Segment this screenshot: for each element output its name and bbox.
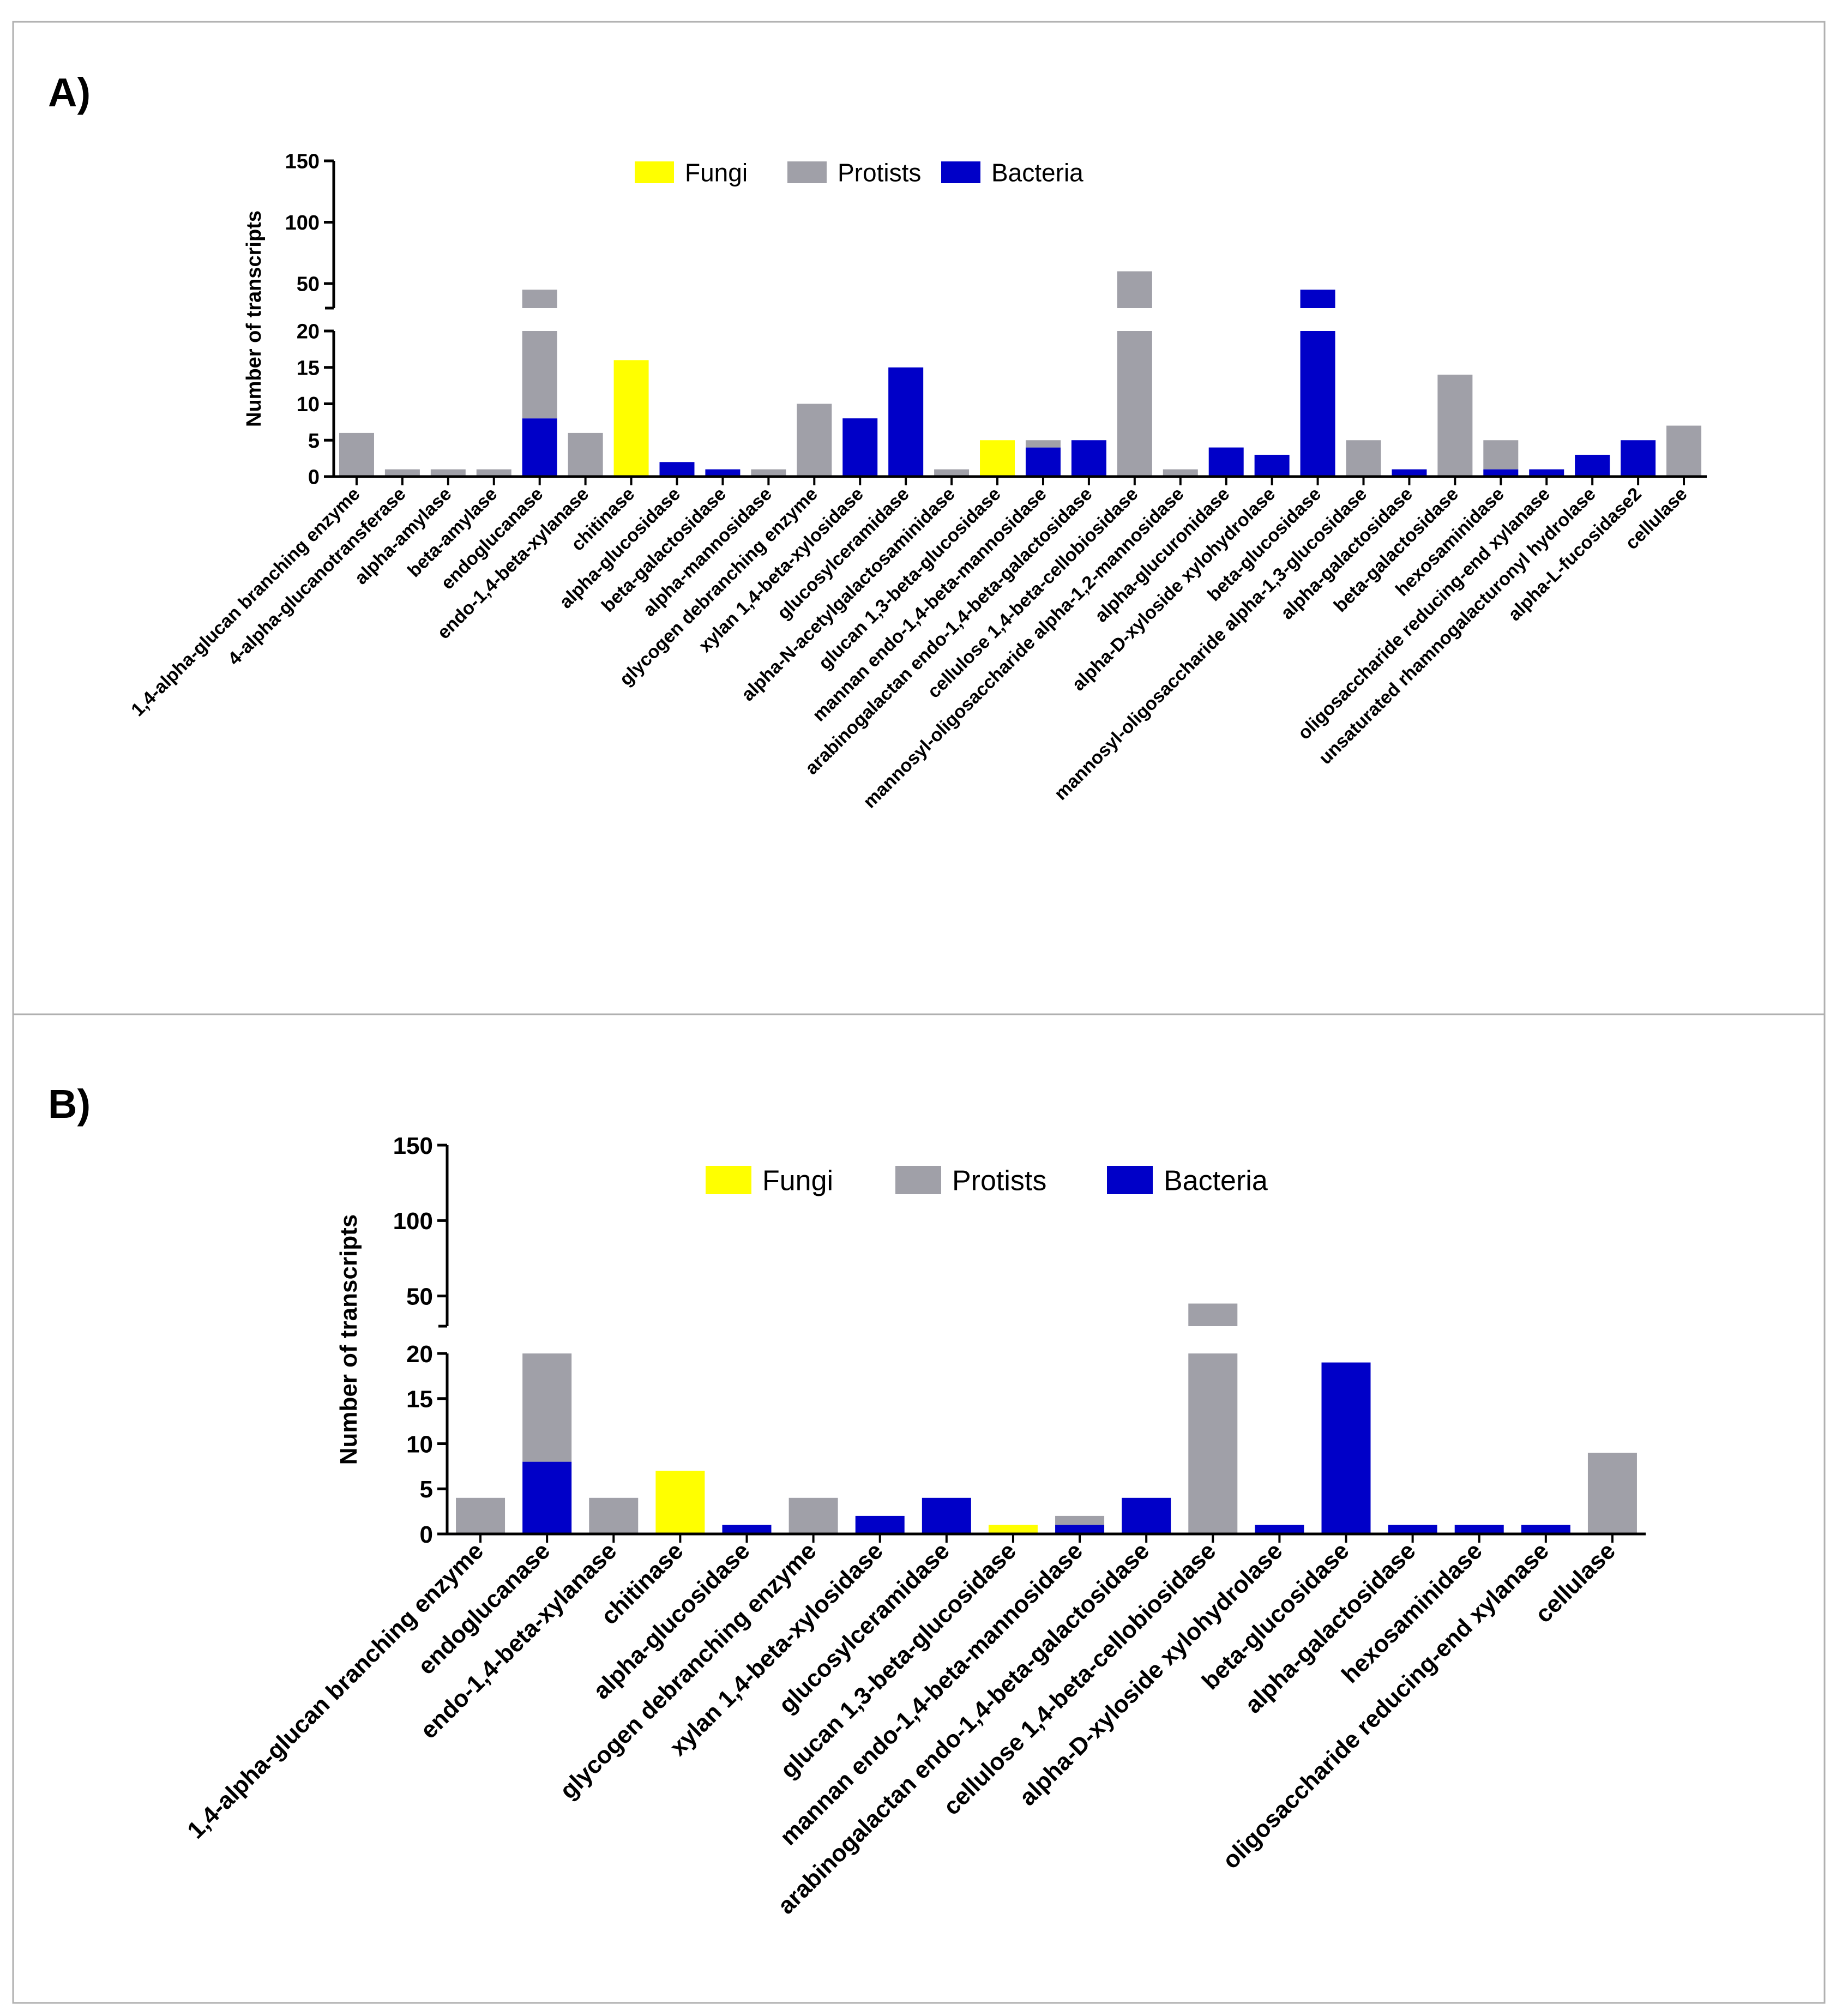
bar-segment-protists (1437, 375, 1473, 477)
bar-segment-bacteria (1055, 1525, 1105, 1534)
bar-segment-bacteria (1454, 1525, 1504, 1534)
panel-label: B) (48, 1081, 91, 1127)
bar-segment-protists (1666, 425, 1702, 477)
bar-segment-protists (476, 469, 511, 477)
legend-swatch-bacteria (941, 161, 980, 183)
legend-label-fungi: Fungi (685, 159, 748, 187)
bar-segment-bacteria (1483, 469, 1519, 477)
legend-swatch-fungi (706, 1166, 751, 1194)
bar-segment-protists (384, 469, 420, 477)
bar-segment-protists (1483, 440, 1519, 470)
bar-segment-protists (1025, 440, 1061, 448)
bar-segment-bacteria (1575, 454, 1610, 477)
bar-segment-bacteria (1388, 1525, 1437, 1534)
y-tick-label: 0 (420, 1521, 433, 1548)
legend-swatch-protists (787, 161, 827, 183)
y-tick-label: 20 (406, 1341, 433, 1368)
bar-segment-protists (1055, 1515, 1105, 1525)
bar-segment-bacteria (1521, 1525, 1570, 1534)
bar-segment-bacteria (659, 462, 695, 477)
bar-segment-fungi (988, 1525, 1038, 1534)
legend-label-bacteria: Bacteria (1164, 1165, 1268, 1197)
panel-b-frame (12, 1013, 1826, 2004)
bar-segment-bacteria (888, 367, 924, 477)
bar-segment-bacteria (1254, 454, 1290, 477)
legend-label-bacteria: Bacteria (991, 159, 1083, 187)
bar-segment-bacteria (722, 1525, 772, 1534)
legend-swatch-protists (895, 1166, 941, 1194)
legend-label-protists: Protists (952, 1165, 1046, 1197)
bar-segment-protists (1188, 1353, 1238, 1534)
y-tick-label: 5 (420, 1476, 433, 1503)
bar-segment-bacteria (1621, 440, 1656, 477)
y-tick-label: 150 (285, 151, 320, 173)
bar-segment-protists-upper (522, 290, 557, 308)
bar-segment-bacteria (1255, 1525, 1304, 1534)
panel-a-frame (12, 21, 1826, 1015)
bar-segment-protists (934, 469, 970, 477)
bar-segment-bacteria (1025, 447, 1061, 477)
bar-segment-bacteria (522, 1461, 572, 1534)
legend-swatch-fungi (635, 161, 674, 183)
bar-segment-bacteria (1392, 469, 1427, 477)
bar-segment-protists (797, 404, 832, 477)
bar-segment-bacteria (1208, 447, 1244, 477)
bar-segment-protists (522, 331, 557, 419)
y-tick-label: 15 (297, 357, 320, 380)
y-tick-label: 10 (297, 393, 320, 416)
y-tick-label: 50 (406, 1284, 433, 1310)
bar-segment-protists-upper (1188, 1303, 1238, 1326)
bar-segment-fungi (980, 440, 1015, 477)
bar-segment-protists (1163, 469, 1198, 477)
y-tick-label: 0 (308, 466, 320, 489)
bar-segment-protists (1117, 331, 1152, 477)
y-tick-label: 50 (297, 273, 320, 296)
legend-label-protists: Protists (838, 159, 921, 187)
bar-segment-bacteria (1529, 469, 1564, 477)
bar-segment-protists (1346, 440, 1381, 477)
y-tick-label: 150 (393, 1133, 433, 1159)
bar-segment-bacteria (842, 418, 878, 477)
bar-segment-protists (456, 1497, 505, 1534)
y-tick-label: 100 (393, 1208, 433, 1235)
bar-segment-bacteria-upper (1300, 290, 1335, 308)
bar-segment-bacteria (522, 418, 557, 477)
y-tick-label: 15 (406, 1386, 433, 1413)
legend-swatch-bacteria (1107, 1166, 1153, 1194)
bar-segment-bacteria (1071, 440, 1106, 477)
panel-label: A) (48, 70, 91, 115)
bar-segment-protists (430, 469, 466, 477)
y-tick-label: 10 (406, 1431, 433, 1458)
bar-segment-fungi (613, 360, 649, 477)
bar-segment-protists (788, 1497, 838, 1534)
y-tick-label: 20 (297, 321, 320, 344)
bar-segment-protists (751, 469, 786, 477)
bar-segment-bacteria (855, 1515, 905, 1534)
bar-segment-bacteria (1321, 1362, 1371, 1534)
legend-label-fungi: Fungi (762, 1165, 833, 1197)
y-axis-label: Number of transcripts (335, 1214, 362, 1465)
bar-segment-protists (568, 432, 603, 477)
bar-segment-protists (1587, 1453, 1637, 1534)
bar-segment-bacteria (1300, 331, 1335, 477)
bar-segment-protists (589, 1497, 639, 1534)
bar-segment-fungi (655, 1471, 705, 1534)
bar-segment-bacteria (922, 1497, 971, 1534)
bar-segment-protists (522, 1353, 572, 1462)
y-tick-label: 100 (285, 212, 320, 234)
bar-segment-protists (339, 432, 374, 477)
bar-segment-bacteria (1122, 1497, 1171, 1534)
y-axis-label: Number of transcripts (243, 210, 266, 427)
y-tick-label: 5 (308, 430, 320, 453)
bar-segment-protists-upper (1117, 271, 1152, 308)
bar-segment-bacteria (705, 469, 741, 477)
